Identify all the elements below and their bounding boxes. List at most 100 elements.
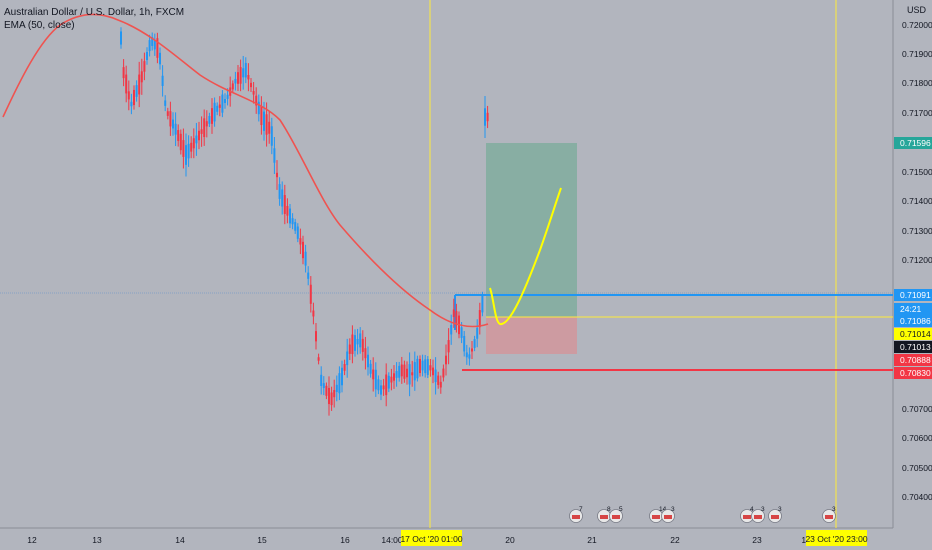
- price-tag: [894, 354, 932, 366]
- price-tag: [894, 303, 932, 315]
- candle-body: [445, 355, 447, 365]
- candle-body: [460, 327, 463, 338]
- candle-body: [486, 112, 489, 122]
- candle-body: [478, 310, 481, 328]
- time-tick-label: 13: [92, 535, 102, 545]
- candle-body: [190, 142, 193, 152]
- event-count: 5: [619, 506, 623, 513]
- price-tag: [894, 315, 932, 327]
- candle-body: [296, 226, 299, 239]
- price-tick-label: 0.71200: [902, 255, 932, 265]
- candle-body: [221, 94, 224, 113]
- candle-body: [364, 348, 367, 359]
- currency-label: USD: [906, 5, 926, 15]
- indicator-title[interactable]: EMA (50, close): [4, 20, 75, 31]
- price-tick-label: 0.71300: [902, 226, 932, 236]
- candle-body: [260, 105, 263, 126]
- price-tick-label: 0.70500: [902, 463, 932, 473]
- candle-body: [348, 344, 351, 354]
- candle-body: [278, 184, 281, 199]
- candle-body: [343, 364, 346, 371]
- candle-body: [224, 99, 226, 103]
- flag-stripe: [754, 515, 762, 519]
- time-highlight: [401, 530, 462, 546]
- candle-body: [351, 334, 354, 355]
- price-axis[interactable]: [893, 0, 932, 550]
- candle-body: [164, 100, 167, 106]
- price-tag: [894, 341, 932, 353]
- candle-body: [242, 68, 245, 78]
- long-position-target-zone[interactable]: [486, 143, 577, 317]
- candle-body: [205, 121, 208, 127]
- time-highlight-label: 17 Oct '20 01:00: [400, 534, 462, 544]
- candle-body: [333, 390, 336, 398]
- ema-line[interactable]: [2, 13, 489, 328]
- time-tick-label: 23: [752, 535, 762, 545]
- candle-body: [200, 129, 203, 134]
- candle-body: [286, 205, 289, 216]
- time-tick-label: 12: [27, 535, 37, 545]
- event-count: 8: [607, 506, 611, 513]
- candle-body: [361, 338, 364, 352]
- event-count: 14: [659, 506, 667, 513]
- candle-body: [413, 362, 416, 381]
- price-tag: [894, 367, 932, 379]
- time-tick-label: 14: [175, 535, 185, 545]
- chart-legend[interactable]: Australian Dollar / U.S. Dollar, 1h, FXC…: [4, 6, 184, 32]
- price-tag-label: 0.70888: [900, 355, 931, 365]
- price-tick-label: 0.70600: [902, 433, 932, 443]
- candle-body: [268, 121, 271, 134]
- price-tag-label: 24:21: [900, 304, 922, 314]
- candle-body: [270, 126, 273, 146]
- candle-body: [231, 83, 234, 90]
- candle-body: [416, 358, 419, 379]
- time-tick-label: 15: [257, 535, 267, 545]
- price-tag-label: 0.71086: [900, 316, 931, 326]
- candle-body: [198, 130, 200, 141]
- flag-stripe: [652, 515, 660, 519]
- symbol-title[interactable]: Australian Dollar / U.S. Dollar, 1h, FXC…: [4, 7, 185, 18]
- candle-body: [335, 384, 338, 392]
- candle-body: [226, 94, 229, 99]
- candle-body: [133, 89, 135, 106]
- time-tick-label: 20: [505, 535, 515, 545]
- event-count: 4: [750, 506, 754, 513]
- time-tick-label: 21: [587, 535, 597, 545]
- candle-body: [434, 369, 437, 383]
- candle-body: [403, 364, 406, 379]
- candle-body: [377, 379, 380, 391]
- candle-body: [359, 333, 362, 348]
- projection-path[interactable]: [489, 187, 562, 325]
- time-axis[interactable]: [0, 528, 932, 550]
- candle-body: [372, 369, 375, 380]
- price-tick-label: 0.71700: [902, 108, 932, 118]
- price-tick-label: 0.70700: [902, 404, 932, 414]
- candle-body: [439, 381, 442, 388]
- event-count: 3: [671, 506, 675, 513]
- flag-stripe: [743, 515, 751, 519]
- price-tick-label: 0.71800: [902, 78, 932, 88]
- candle-body: [419, 358, 421, 374]
- candle-body: [156, 38, 159, 58]
- candle-body: [406, 368, 408, 378]
- candle-body: [398, 365, 401, 378]
- candle-body: [239, 67, 242, 84]
- event-count: 3: [778, 506, 782, 513]
- candle-body: [294, 222, 297, 231]
- candle-body: [315, 331, 317, 342]
- candle-body: [369, 363, 372, 374]
- flag-stripe: [600, 515, 608, 519]
- price-tag-label: 0.71013: [900, 342, 931, 352]
- candle-body: [309, 284, 312, 304]
- price-tag-label: 0.71091: [900, 290, 931, 300]
- candle-body: [322, 383, 325, 389]
- economic-events: 7 8 5 14 3 4 3 3 3: [569, 506, 836, 523]
- candle-body: [140, 71, 143, 83]
- candle-body: [468, 354, 471, 359]
- candle-body: [385, 374, 388, 396]
- candle-body: [237, 72, 239, 84]
- candle-body: [442, 368, 445, 378]
- flag-stripe: [664, 515, 672, 519]
